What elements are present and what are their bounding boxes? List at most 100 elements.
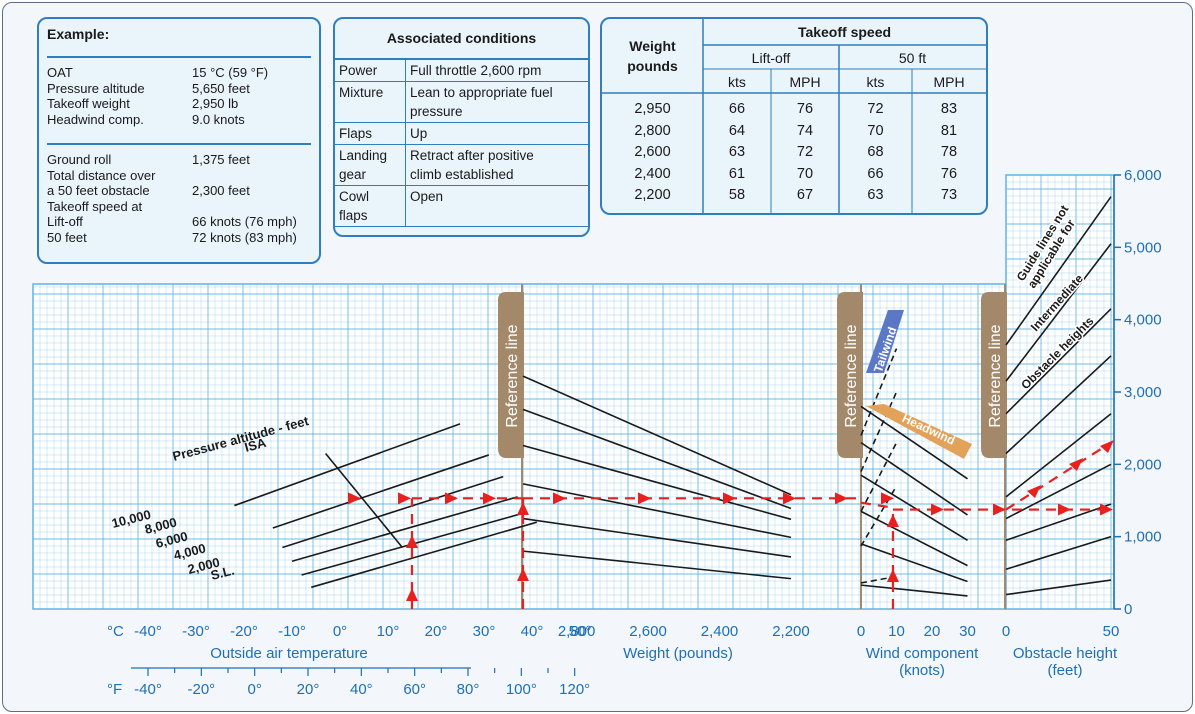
path-arrow	[553, 492, 566, 505]
tailwind-guide-line	[860, 442, 898, 512]
fahrenheit-tick-label: 60°	[403, 681, 426, 698]
example-box: Example: OAT 15 °C (59 °F) Pressure altitu…	[37, 17, 321, 264]
path-arrow	[348, 492, 361, 505]
fahrenheit-tick-label: 100°	[506, 681, 537, 698]
wind-tick-label: 30	[959, 623, 976, 640]
weight-header-line1: Weight	[629, 38, 676, 54]
pressure-altitude-line	[282, 475, 504, 549]
headwind-guide-line	[860, 584, 968, 597]
example-result-label: Ground roll	[47, 152, 112, 167]
path-arrow	[783, 492, 796, 505]
speed-row-value: 63	[728, 144, 746, 160]
weight-guide-line	[522, 408, 792, 510]
speed-row-value: 68	[867, 144, 884, 160]
celsius-tick-label: 50°	[569, 623, 592, 640]
temperature-axis-title: Outside air temperature	[210, 645, 368, 662]
weight-axis-title: Weight (pounds)	[623, 645, 733, 662]
example-condition-label: Headwind comp.	[47, 111, 144, 127]
fahrenheit-tick-label: 80°	[457, 681, 480, 698]
example-result-value: 1,375 feet	[192, 152, 250, 167]
weight-reference-line-label: Reference line	[504, 324, 521, 427]
wind-tick-label: 10	[888, 623, 905, 640]
condition-row: Cowl flaps Open	[335, 185, 588, 227]
example-condition-value: 15 °C (59 °F)	[192, 65, 269, 80]
takeoff-speed-title: Takeoff speed	[797, 24, 892, 40]
fahrenheit-tick-label: 20°	[297, 681, 320, 698]
path-arrow	[723, 492, 736, 505]
condition-row: Flaps Up	[335, 122, 588, 145]
example-result-label: Total distance over	[47, 167, 156, 183]
fahrenheit-tick-label: -20°	[187, 681, 215, 698]
wind-reference-line-tab	[837, 292, 863, 458]
weight-guide-line	[522, 550, 792, 580]
tailwind-guide-line	[860, 391, 898, 472]
path-arrow	[445, 492, 458, 505]
wind-tick-label: 0	[857, 623, 865, 640]
example-condition-value: 9.0 knots	[192, 111, 245, 127]
speed-row-value: 63	[867, 187, 884, 203]
pressure-altitude-line	[234, 423, 461, 507]
y-tick-label: 6,000	[1124, 167, 1162, 184]
example-divider-top	[47, 56, 311, 58]
speed-row-value: 76	[796, 101, 814, 117]
celsius-tick-label: -40°	[134, 623, 162, 640]
example-result-value: 66 knots (76 mph)	[192, 214, 297, 230]
example-condition-label: OAT	[47, 65, 73, 80]
headwind-guide-line	[860, 441, 968, 516]
headwind-guide-line	[860, 474, 968, 541]
speed-row-value: 66	[867, 165, 884, 182]
celsius-tick-label: 30°	[473, 623, 496, 640]
path-arrow	[398, 492, 411, 505]
weight-header-line2: pounds	[627, 58, 678, 74]
speed-row-value: 70	[867, 122, 884, 139]
obstacle-tick-label: 0	[1002, 623, 1010, 640]
example-condition-label: Pressure altitude	[47, 80, 145, 96]
condition-row: Mixture Lean to appropriate fuel pressure	[335, 81, 588, 123]
y-tick-label: 2,000	[1124, 456, 1162, 473]
obstacle-guide-line	[1005, 579, 1112, 596]
obstacle-tick-label: 50	[1103, 623, 1120, 640]
condition-item: Cowl flaps	[335, 185, 406, 227]
speed-row-weight: 2,800	[634, 122, 671, 139]
speed-row-value: 72	[867, 101, 884, 117]
pressure-altitude-line	[272, 454, 490, 529]
liftoff-header: Lift-off	[751, 50, 791, 66]
fahrenheit-tick-label: -40°	[134, 681, 162, 698]
weight-guide-line	[522, 483, 792, 539]
example-path-wind-guide	[860, 501, 894, 509]
example-title: Example:	[47, 26, 110, 42]
condition-item: Flaps	[335, 122, 406, 145]
associated-conditions-divider	[335, 58, 588, 60]
obstacle-guide-line	[1005, 243, 1112, 382]
speed-row-value: 76	[940, 165, 958, 182]
speed-row-value: 83	[940, 101, 958, 117]
speed-row-value: 64	[728, 122, 746, 139]
obstacle-guide-line	[1005, 535, 1112, 570]
weight-tick-label: 2,600	[629, 623, 667, 640]
speed-row-value: 58	[728, 187, 746, 203]
path-arrow	[993, 503, 1006, 516]
y-tick-label: 1,000	[1124, 529, 1162, 546]
speed-row-weight: 2,200	[634, 187, 671, 203]
example-condition-label: Takeoff weight	[47, 96, 130, 112]
unit-mph-liftoff: MPH	[789, 74, 821, 90]
weight-guide-line	[522, 375, 792, 496]
path-arrow	[886, 569, 899, 582]
path-arrow	[931, 503, 944, 516]
tailwind-tag	[866, 310, 904, 373]
weight-tick-label: 2,400	[701, 623, 739, 640]
condition-row: Landing gear Retract after positive climb e…	[335, 144, 588, 186]
speed-row-weight: 2,950	[634, 101, 671, 117]
path-arrow	[517, 568, 529, 581]
path-arrow	[1100, 503, 1113, 516]
fahrenheit-unit: °F	[107, 681, 122, 698]
pressure-altitude-line	[291, 496, 518, 563]
unit-kts-liftoff: kts	[728, 74, 746, 90]
speed-row-value: 78	[940, 144, 958, 160]
example-result-label: a 50 feet obstacle	[47, 183, 150, 199]
celsius-tick-label: 10°	[377, 623, 400, 640]
pressure-altitude-label: S.L.	[209, 563, 236, 583]
obstacle-guide-line	[1005, 413, 1112, 498]
condition-item: Mixture	[335, 81, 406, 123]
